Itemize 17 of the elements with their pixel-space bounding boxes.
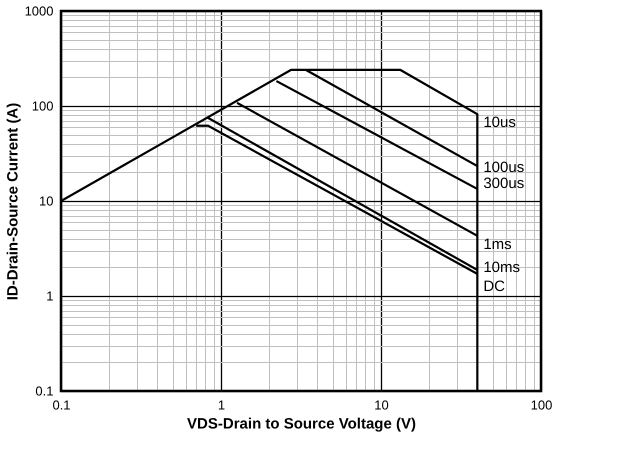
- series-label: 10us: [483, 114, 516, 132]
- y-tick-label: 1000: [24, 4, 54, 18]
- y-axis-title: ID-Drain-Source Current (A): [4, 102, 22, 300]
- series-label: 10ms: [483, 258, 520, 276]
- x-axis-title: VDS-Drain to Source Voltage (V): [187, 416, 416, 432]
- x-tick-label: 0.1: [52, 398, 71, 412]
- series-label: 1ms: [483, 236, 512, 253]
- series-label: 100us: [483, 159, 524, 176]
- series-label: 300us: [483, 174, 524, 192]
- x-tick-label: 10: [374, 398, 389, 412]
- x-tick-label: 1: [218, 398, 226, 412]
- y-tick-label: 100: [32, 98, 54, 114]
- y-tick-label: 0.1: [35, 384, 54, 398]
- y-tick-label: 1: [46, 288, 54, 304]
- series-label: DC: [483, 278, 506, 295]
- x-tick-label: 100: [530, 398, 552, 412]
- y-tick-label: 10: [39, 194, 54, 208]
